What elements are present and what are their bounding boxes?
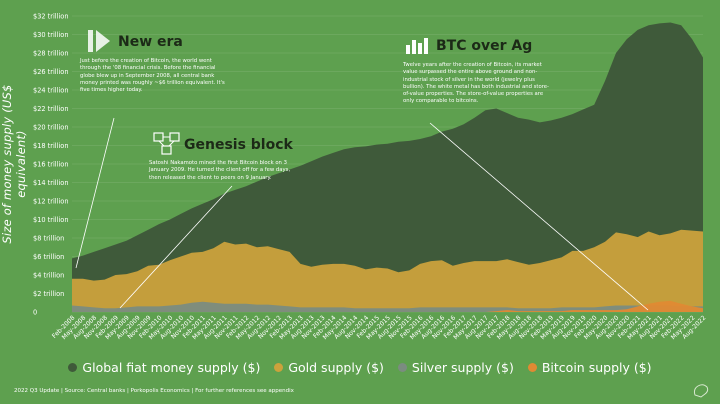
y-tick-label: $12 trillion [33, 198, 69, 206]
area-series-global-fiat-money-supply [72, 22, 703, 312]
y-tick-label: $2 trillion [33, 290, 64, 298]
y-tick-label: $14 trillion [33, 179, 69, 187]
legend-item: Bitcoin supply ($) [527, 360, 652, 375]
annotation-genesis-title: Genesis block [184, 137, 293, 153]
annotation-btc-ag-body: Twelve years after the creation of Bitco… [403, 62, 549, 105]
legend-swatch [527, 363, 537, 372]
y-tick-label: $4 trillion [33, 272, 64, 280]
y-tick-label: $22 trillion [33, 105, 69, 113]
y-tick-label: $16 trillion [33, 161, 69, 169]
area-series-silver-supply [72, 301, 703, 312]
area-series-bitcoin-supply [72, 300, 703, 312]
y-tick-label: $28 trillion [33, 50, 69, 58]
annotation-leader-line [119, 185, 233, 309]
annotation-genesis-body: Satoshi Nakamoto mined the first Bitcoin… [149, 160, 291, 181]
annotation-leader-line [75, 117, 115, 269]
legend-swatch [68, 363, 78, 372]
play-forward-icon [88, 30, 110, 52]
legend-label: Gold supply ($) [288, 360, 384, 375]
annotation-leader-line [429, 122, 649, 311]
legend-label: Bitcoin supply ($) [541, 360, 652, 375]
footer-source: 2022 Q3 Update | Source: Central banks |… [14, 388, 294, 394]
legend-swatch [274, 363, 284, 372]
legend-label: Silver supply ($) [411, 360, 514, 375]
area-series-gold-supply [72, 229, 703, 312]
legend-swatch [397, 363, 407, 372]
annotation-btc-ag-title: BTC over Ag [436, 38, 533, 54]
y-tick-label: $26 trillion [33, 68, 69, 76]
legend-label: Global fiat money supply ($) [82, 360, 261, 375]
y-tick-label: 0 [33, 309, 37, 317]
annotation-new-era-title: New era [118, 34, 183, 50]
y-tick-label: $24 trillion [33, 87, 69, 95]
legend-item: Global fiat money supply ($) [68, 360, 260, 375]
bar-chart-icon [406, 38, 428, 54]
y-tick-label: $32 trillion [33, 13, 69, 21]
y-tick-label: $10 trillion [33, 216, 69, 224]
legend-item: Silver supply ($) [397, 360, 514, 375]
y-tick-label: $30 trillion [33, 31, 69, 39]
y-tick-label: $8 trillion [33, 235, 64, 243]
brand-logo-icon [693, 384, 709, 398]
y-tick-label: $20 trillion [33, 124, 69, 132]
blockchain-icon [153, 132, 180, 155]
y-axis-label: Size of money supply (US$ equivalent) [0, 84, 28, 244]
y-tick-label: $6 trillion [33, 253, 64, 261]
chart-legend: Global fiat money supply ($) Gold supply … [0, 360, 720, 375]
annotation-new-era-body: Just before the creation of Bitcoin, the… [80, 58, 225, 94]
legend-item: Gold supply ($) [274, 360, 384, 375]
y-tick-label: $18 trillion [33, 142, 69, 150]
